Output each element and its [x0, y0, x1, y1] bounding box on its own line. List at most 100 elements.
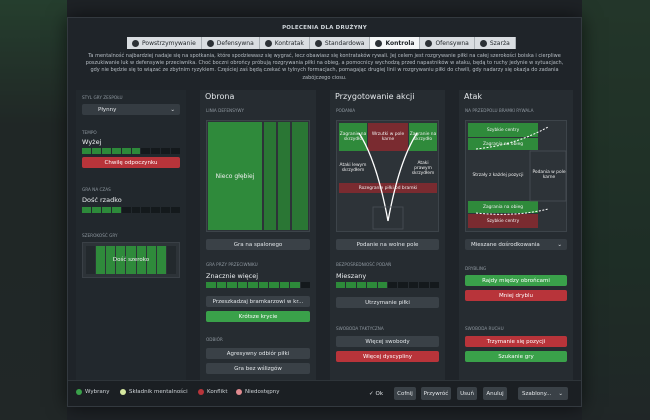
- movement-label: SWOBODA RUCHU: [465, 326, 504, 331]
- zone-overlap-bottom: Zagrania na obieg: [482, 204, 524, 210]
- shield-icon: [206, 39, 214, 47]
- zone-left-flank: Ataki lewym skrzydłem: [339, 163, 367, 173]
- chevron-down-icon: ⌄: [557, 241, 562, 248]
- style-dropdown[interactable]: Płynny ⌄: [82, 104, 180, 115]
- tempo-bar[interactable]: [82, 148, 181, 154]
- control-icon: [375, 39, 383, 47]
- legend-unavailable: Niedostępny: [236, 389, 280, 395]
- charge-icon: [479, 39, 487, 47]
- zone-right-wing: Zagranie na skrzydło: [409, 132, 437, 142]
- pressing-bar[interactable]: [206, 282, 310, 288]
- tab-kontratak[interactable]: Kontratak: [259, 37, 310, 49]
- offside-trap-button[interactable]: Gra na spalonego: [206, 239, 310, 250]
- final-third-label: NA PRZEDPOLU BRAMKI RYWALA: [465, 108, 534, 113]
- buildup-panel: Przygotowanie akcji PODANIA Zagranie na …: [330, 90, 445, 382]
- passing-arrows: [358, 132, 418, 230]
- delete-button[interactable]: Usuń: [457, 387, 477, 400]
- attack-panel: Atak NA PRZEDPOLU BRAMKI RYWALA Szybkie …: [459, 90, 573, 382]
- mentality-description: Ta mentalność najbardziej nadaje się na …: [85, 53, 564, 81]
- tab-defensywna[interactable]: Defensywna: [201, 37, 260, 49]
- dribble-less-button[interactable]: Mniej dryblu: [465, 290, 567, 301]
- passing-label: PODANIA: [336, 108, 356, 113]
- tab-szarza[interactable]: Szarża: [474, 37, 516, 49]
- zone-play-from-back: Rozegranie piłki od bramki: [358, 185, 418, 191]
- defline-zone: [208, 122, 262, 230]
- dialog-footer: Wybrany Składnik mentalności Konflikt Ni…: [68, 380, 581, 406]
- legend-selected: Wybrany: [76, 389, 109, 395]
- width-zones: [86, 246, 176, 274]
- defense-panel: Obrona LINIA DEFENSYWY Nieco głębiej Gra…: [200, 90, 316, 382]
- chevron-down-icon: ⌄: [170, 106, 175, 113]
- mentality-tabs: Powstrzymywanie Defensywna Kontratak Sta…: [127, 37, 516, 49]
- undo-button[interactable]: Cofnij: [394, 387, 416, 400]
- more-expressive-button[interactable]: Więcej swobody: [336, 336, 439, 347]
- width-label: SZEROKOŚĆ GRY: [82, 233, 118, 238]
- zone-early-crosses-top: Szybkie centry: [486, 127, 520, 133]
- gk-distribution-button[interactable]: Przeszkadzaj bramkarzowi w kr...: [206, 296, 310, 307]
- cross-type-dropdown[interactable]: Mieszane dośrodkowania ⌄: [465, 239, 567, 250]
- timewaste-value: Dość rzadko: [82, 196, 122, 204]
- zone-left-wing: Zagranie na skrzydło: [339, 132, 367, 142]
- legend-dot: [120, 389, 126, 395]
- legend-dot: [76, 389, 82, 395]
- ball-icon: [314, 39, 322, 47]
- check-icon: ✓: [368, 390, 374, 397]
- timewaste-bar[interactable]: [82, 207, 181, 213]
- style-label: STYL GRY ZESPOŁU: [82, 95, 123, 100]
- attack-header: Atak: [464, 92, 483, 101]
- restore-button[interactable]: Przywróć: [421, 387, 451, 400]
- chevron-down-icon: ⌄: [558, 390, 563, 397]
- run-at-defence-button[interactable]: Rajdy między obrońcami: [465, 275, 567, 286]
- width-pitch[interactable]: Dość szeroko: [82, 242, 180, 278]
- zone-crosses: Wrzutki w pole karne: [371, 132, 405, 142]
- tempo-value: Wyżej: [82, 138, 102, 146]
- legend-conflict: Konflikt: [198, 389, 228, 395]
- ok-button[interactable]: ✓ Ok: [368, 390, 384, 397]
- zone-early-crosses-bottom: Szybkie centry: [486, 218, 520, 224]
- tab-kontrola[interactable]: Kontrola: [370, 37, 421, 49]
- pressing-label: GRA PRZY PRZECIWNIKU: [206, 262, 258, 267]
- legend-dot: [236, 389, 242, 395]
- tab-standardowa[interactable]: Standardowa: [309, 37, 371, 49]
- dribbling-label: DRYBLING: [465, 266, 487, 271]
- pressing-value: Znacznie więcej: [206, 272, 259, 280]
- defense-header: Obrona: [205, 92, 235, 101]
- passing-pitch[interactable]: Zagranie na skrzydło Wrzutki w pole karn…: [336, 120, 439, 232]
- dialog-title: POLECENIA DLA DRUŻYNY: [282, 25, 367, 31]
- roam-from-positions-button[interactable]: Szukanie gry: [465, 351, 567, 362]
- defline-pitch[interactable]: Nieco głębiej: [206, 120, 310, 232]
- retain-possession-button[interactable]: Utrzymanie piłki: [336, 297, 439, 308]
- cross-arrows: [475, 126, 567, 215]
- hold-position-button[interactable]: Trzymanie się pozycji: [465, 336, 567, 347]
- cancel-button[interactable]: Anuluj: [483, 387, 507, 400]
- timewaste-label: GRA NA CZAS: [82, 187, 111, 192]
- defline-label: LINIA DEFENSYWY: [206, 108, 245, 113]
- attack-icon: [425, 39, 433, 47]
- tackling-label: ODBIÓR: [206, 337, 223, 342]
- defline-value: Nieco głębiej: [215, 172, 255, 180]
- zone-work-into-box: Podania w pole karne: [532, 170, 566, 180]
- directness-bar[interactable]: [336, 282, 440, 288]
- creative-freedom-label: SWOBODA TAKTYCZNA: [336, 326, 384, 331]
- buildup-header: Przygotowanie akcji: [335, 92, 415, 101]
- tempo-rest-button[interactable]: Chwilę odpoczynku: [82, 157, 180, 168]
- final-third-pitch[interactable]: Szybkie centry Zagrania na obieg Strzały…: [465, 120, 567, 232]
- team-shape-panel: STYL GRY ZESPOŁU Płynny ⌄ TEMPO Wyżej Ch…: [76, 90, 186, 382]
- more-disciplined-button[interactable]: Więcej dyscypliny: [336, 351, 439, 362]
- pass-into-space-button[interactable]: Podanie na wolne pole: [336, 239, 439, 250]
- team-instructions-dialog: POLECENIA DLA DRUŻYNY Powstrzymywanie De…: [67, 17, 582, 407]
- tab-powstrzymywanie[interactable]: Powstrzymywanie: [127, 37, 202, 49]
- legend-mentality: Składnik mentalności: [120, 389, 188, 395]
- width-value: Dość szeroko: [112, 256, 150, 263]
- templates-dropdown[interactable]: Szablony... ⌄: [518, 387, 568, 400]
- counter-icon: [264, 39, 272, 47]
- directness-label: BEZPOŚREDNIOŚĆ PODAŃ: [336, 262, 392, 267]
- zone-overlap-top: Zagrania na obieg: [482, 141, 524, 147]
- stay-on-feet-button[interactable]: Gra bez wślizgów: [206, 363, 310, 374]
- tempo-label: TEMPO: [82, 130, 97, 135]
- tab-ofensywna[interactable]: Ofensywna: [420, 37, 475, 49]
- tighter-marking-button[interactable]: Krótsze krycie: [206, 311, 310, 322]
- zone-shoot-on-sight: Strzały z każdej pozycji: [472, 172, 524, 178]
- directness-value: Mieszany: [336, 272, 367, 280]
- aggressive-tackle-button[interactable]: Agresywny odbiór piłki: [206, 348, 310, 359]
